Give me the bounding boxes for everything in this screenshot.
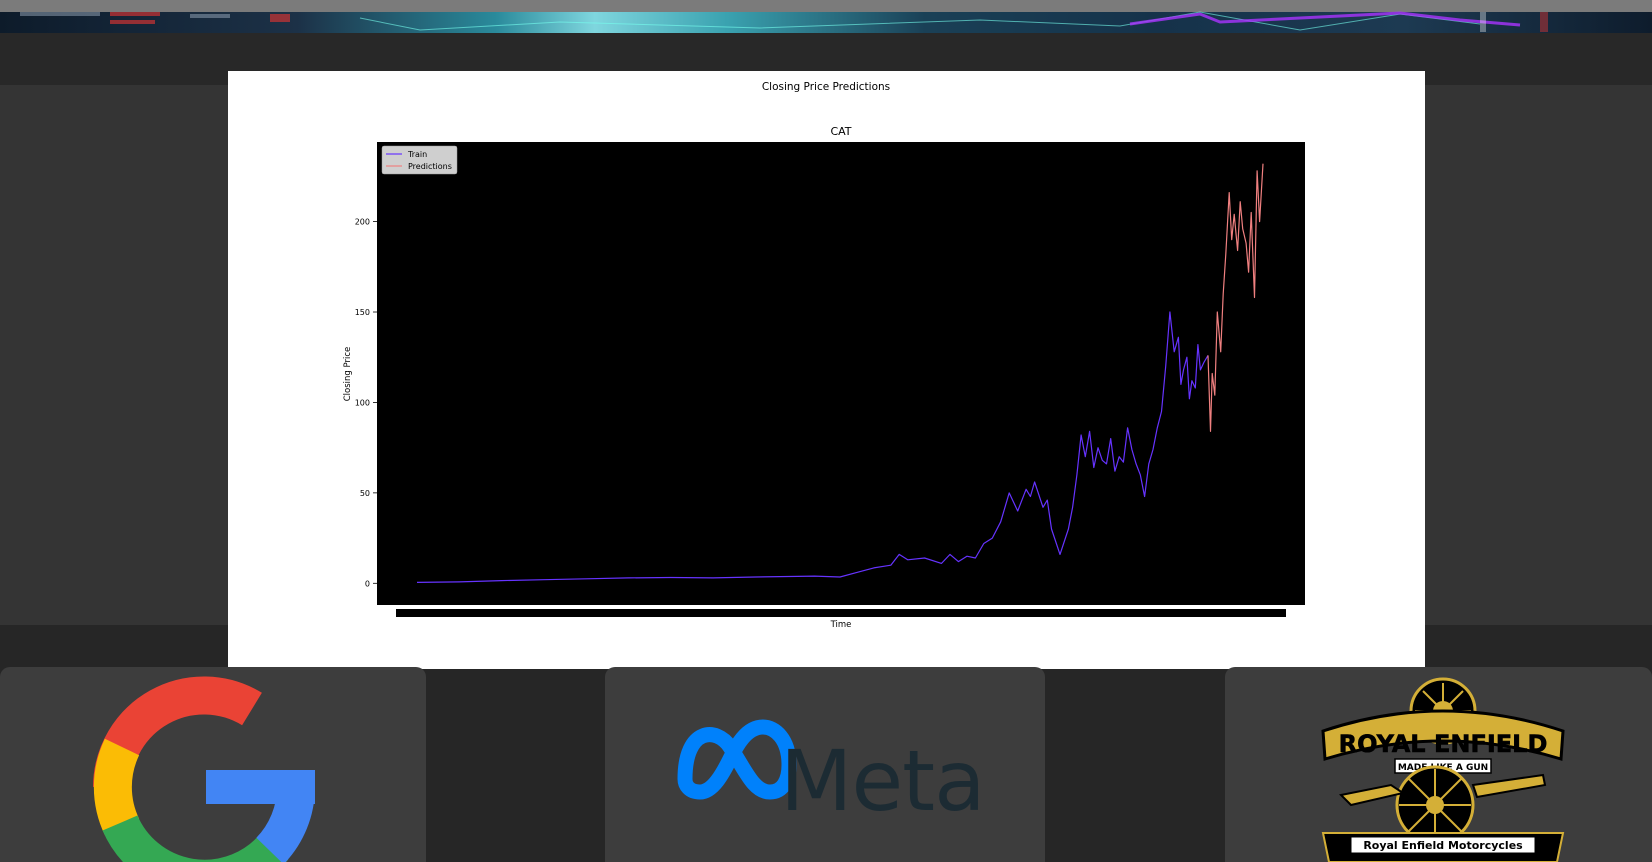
figure-title: Closing Price Predictions xyxy=(762,81,890,93)
meta-card[interactable]: Meta xyxy=(605,667,1045,862)
legend-box xyxy=(381,145,458,175)
y-tick-label: 50 xyxy=(360,489,370,498)
x-axis-label: Time xyxy=(830,620,852,630)
legend-label-train: Train xyxy=(407,150,427,159)
re-footer-text: Royal Enfield Motorcycles xyxy=(1363,839,1523,852)
royal-enfield-card[interactable]: ROYAL ENFIELD MADE LIKE A GUN Royal Enfi… xyxy=(1225,667,1652,862)
y-tick-label: 150 xyxy=(355,308,370,317)
prediction-chart-figure: Closing Price Predictions CAT 0 50 100 150 2… xyxy=(228,71,1425,669)
y-tick-label: 200 xyxy=(355,218,370,227)
y-axis-label: Closing Price xyxy=(343,347,353,402)
royal-enfield-logo-icon: ROYAL ENFIELD MADE LIKE A GUN Royal Enfi… xyxy=(1321,677,1565,862)
meta-wordmark: Meta xyxy=(780,732,986,830)
banner-top-strip xyxy=(0,0,1652,12)
y-axis: 0 50 100 150 200 xyxy=(355,218,377,588)
series-line-train xyxy=(416,311,1209,583)
chart-title: CAT xyxy=(830,125,851,138)
hero-banner xyxy=(0,0,1652,33)
series-line-predictions xyxy=(1207,163,1264,432)
series-layer xyxy=(416,163,1264,583)
x-axis-tick-labels-overlap xyxy=(396,609,1286,617)
google-g-logo-icon xyxy=(93,676,315,862)
legend-label-predictions: Predictions xyxy=(408,162,452,171)
chart-svg: Closing Price Predictions CAT 0 50 100 150 2… xyxy=(343,81,1305,630)
y-tick-label: 0 xyxy=(365,579,370,588)
re-brand-text: ROYAL ENFIELD xyxy=(1339,730,1548,758)
google-card[interactable] xyxy=(0,667,426,862)
stock-market-background-graphic xyxy=(20,11,1548,32)
legend: Train Predictions xyxy=(381,145,458,175)
plot-area xyxy=(377,142,1305,605)
y-tick-label: 100 xyxy=(355,398,370,407)
meta-infinity-logo-icon xyxy=(677,719,797,800)
